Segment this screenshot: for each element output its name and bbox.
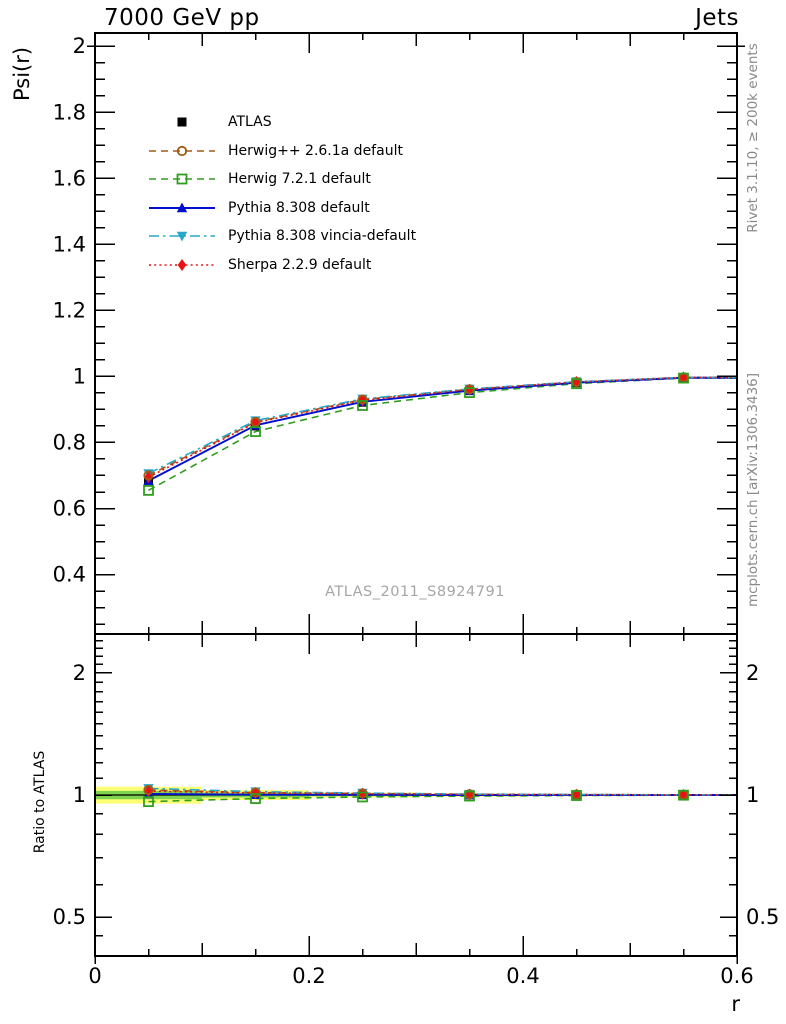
mcplots-attribution: mcplots.cern.ch [arXiv:1306.3436] xyxy=(745,372,761,608)
x-tick-label: 0.4 xyxy=(506,964,539,988)
legend-marker-herwigpp xyxy=(176,145,188,156)
main-y-axis-title: Psi(r) xyxy=(10,46,34,102)
legend: ATLAS Herwig++ 2.6.1a default Herwig 7.2.1… xyxy=(148,108,416,279)
legend-marker-atlas xyxy=(177,117,187,127)
x-tick-label: 0.2 xyxy=(292,964,325,988)
data-point-markers xyxy=(143,371,689,808)
series-line-vincia xyxy=(148,376,737,475)
ratio-y-tick-label-right: 1 xyxy=(746,783,759,807)
point-herwigpp xyxy=(143,470,154,481)
ratio-point-herwigpp xyxy=(143,784,154,796)
series-line-sherpa xyxy=(148,376,737,478)
ratio-point-herwig7 xyxy=(357,791,368,803)
ratio-y-tick-label-left: 2 xyxy=(73,661,86,685)
ratio-point-herwig7 xyxy=(250,793,261,804)
legend-row-pythia8: Pythia 8.308 default xyxy=(148,194,416,223)
legend-row-atlas: ATLAS xyxy=(148,108,416,137)
ratio-point-sherpa xyxy=(572,788,581,801)
legend-label-sherpa: Sherpa 2.2.9 default xyxy=(228,256,372,273)
main-y-tick-label: 0.8 xyxy=(53,430,86,454)
legend-label-herwig7: Herwig 7.2.1 default xyxy=(228,171,371,188)
point-herwig7 xyxy=(464,387,475,399)
legend-marker-herwig7 xyxy=(176,173,188,185)
ratio-point-herwigpp xyxy=(250,787,261,798)
legend-row-herwigpp: Herwig++ 2.6.1a default xyxy=(148,137,416,166)
analysis-id-watermark: ATLAS_2011_S8924791 xyxy=(325,584,505,600)
legend-sample-atlas xyxy=(177,117,187,127)
point-herwigpp xyxy=(357,394,368,405)
legend-label-herwigpp: Herwig++ 2.6.1a default xyxy=(228,142,403,159)
legend-marker-sherpa xyxy=(177,258,187,271)
main-y-tick-label: 1 xyxy=(73,364,86,388)
ratio-y-tick-label-left: 0.5 xyxy=(53,905,86,929)
ratio-point-sherpa xyxy=(679,788,688,801)
legend-sample-sherpa xyxy=(149,258,215,271)
legend-label-atlas: ATLAS xyxy=(228,114,272,131)
main-y-tick-label: 2 xyxy=(73,34,86,58)
legend-label-vincia: Pythia 8.308 vincia-default xyxy=(228,228,417,245)
ratio-y-tick-label-left: 1 xyxy=(73,783,86,807)
legend-marker-pythia8 xyxy=(176,202,188,213)
point-herwig7 xyxy=(678,372,689,384)
point-herwig7 xyxy=(571,378,582,390)
point-sherpa xyxy=(144,471,153,484)
x-tick-label: 0.6 xyxy=(720,964,753,988)
tick-labels: 2 1.8 1.6 1.4 1.2 1 0.8 0.6 0.4 2 2 1 1 0.5 0.5 0 0.2 0.4… xyxy=(53,34,780,988)
ratio-y-axis-title: Ratio to ATLAS xyxy=(32,750,48,854)
legend-marker-vincia xyxy=(176,231,188,242)
point-herwig7 xyxy=(357,400,368,411)
ratio-point-herwig7 xyxy=(571,790,582,801)
legend-sample-herwig7 xyxy=(149,173,215,185)
main-y-tick-label: 1.4 xyxy=(53,232,86,256)
process-title: Jets xyxy=(695,5,739,31)
point-sherpa xyxy=(679,371,688,384)
legend-sample-vincia xyxy=(149,231,215,242)
ratio-point-herwig7 xyxy=(678,789,689,801)
ratio-point-herwig7 xyxy=(464,790,475,802)
legend-row-sherpa: Sherpa 2.2.9 default xyxy=(148,251,416,280)
main-y-tick-label: 1.2 xyxy=(53,298,86,322)
legend-sample-herwigpp xyxy=(149,145,215,156)
point-herwig7 xyxy=(250,426,261,437)
x-axis-title: r xyxy=(731,992,740,1016)
x-tick-label: 0 xyxy=(88,964,101,988)
legend-row-herwig7: Herwig 7.2.1 default xyxy=(148,165,416,194)
main-y-tick-label: 0.6 xyxy=(53,497,86,521)
ratio-point-herwig7 xyxy=(143,796,154,808)
point-sherpa xyxy=(572,376,581,389)
main-y-tick-label: 0.4 xyxy=(53,563,86,587)
ratio-y-tick-label-right: 2 xyxy=(746,661,759,685)
main-y-tick-label: 1.6 xyxy=(53,166,86,190)
main-y-tick-label: 1.8 xyxy=(53,100,86,124)
series-line-pythia8 xyxy=(148,376,737,482)
beam-energy-title: 7000 GeV pp xyxy=(104,5,260,31)
legend-row-vincia: Pythia 8.308 vincia-default xyxy=(148,222,416,251)
legend-sample-pythia8 xyxy=(149,202,215,213)
ratio-y-tick-label-right: 0.5 xyxy=(746,905,779,929)
rivet-version-note: Rivet 3.1.10, ≥ 200k events xyxy=(745,43,761,233)
axes xyxy=(87,32,745,964)
legend-label-pythia8: Pythia 8.308 default xyxy=(228,199,370,216)
point-herwig7 xyxy=(143,484,154,496)
